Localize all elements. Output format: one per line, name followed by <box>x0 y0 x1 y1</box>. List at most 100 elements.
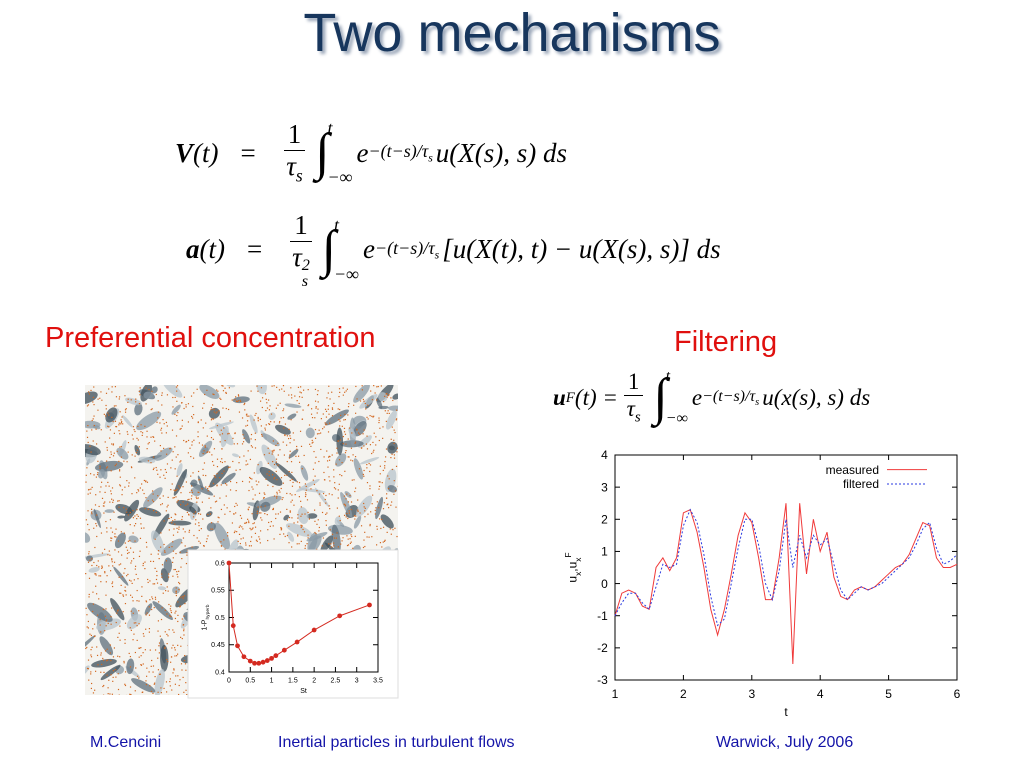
particle <box>125 594 127 596</box>
particle <box>128 551 130 554</box>
particle <box>320 418 322 420</box>
vortex <box>334 516 342 526</box>
particle <box>305 485 307 488</box>
particle <box>109 429 112 431</box>
particle <box>132 639 134 641</box>
particle <box>179 461 181 463</box>
particle <box>191 546 193 548</box>
particle <box>201 444 204 446</box>
particle <box>350 541 352 543</box>
particle <box>378 439 380 442</box>
particle <box>103 512 105 514</box>
particle <box>136 518 138 520</box>
vortex <box>99 636 114 656</box>
particle <box>326 450 328 452</box>
particle <box>382 541 384 543</box>
particle <box>90 682 93 685</box>
particle <box>91 646 93 648</box>
vortex <box>287 413 297 420</box>
particle <box>382 508 385 510</box>
particle <box>137 515 139 517</box>
eq-num: 1 <box>290 210 312 242</box>
particle <box>164 477 166 479</box>
particle <box>119 469 121 471</box>
particle <box>231 522 234 524</box>
particle <box>140 647 142 649</box>
particle <box>229 489 232 491</box>
particle <box>317 519 319 521</box>
particle <box>168 629 170 631</box>
data-point <box>311 627 317 633</box>
eq-lower: −∞ <box>333 263 359 284</box>
particle <box>288 542 290 544</box>
particle <box>247 463 249 465</box>
particle <box>180 645 182 647</box>
particle <box>175 496 177 498</box>
particle <box>221 472 223 475</box>
particle <box>88 679 90 681</box>
vortex <box>176 463 183 477</box>
particle <box>349 427 351 429</box>
particle <box>279 533 281 535</box>
particle <box>178 528 180 530</box>
particle <box>191 489 193 491</box>
particle <box>122 594 124 596</box>
particle <box>130 399 132 401</box>
particle <box>106 531 108 533</box>
particle <box>161 607 163 609</box>
particle <box>86 646 88 649</box>
particle <box>151 659 153 662</box>
particle <box>118 424 120 426</box>
particle <box>147 581 149 584</box>
particle <box>159 635 161 637</box>
particle <box>385 497 388 499</box>
particle <box>233 513 235 515</box>
particle <box>89 492 91 494</box>
particle <box>237 540 239 543</box>
particle <box>154 598 157 600</box>
particle <box>100 652 102 654</box>
particle <box>155 511 157 514</box>
particle <box>139 487 141 489</box>
particle <box>326 397 328 399</box>
particle <box>213 408 215 411</box>
particle <box>207 535 209 537</box>
particle <box>161 573 163 575</box>
particle <box>216 458 219 460</box>
particle <box>158 652 160 654</box>
eq-sign: = <box>240 137 256 168</box>
particle <box>364 510 366 512</box>
particle <box>134 522 137 525</box>
particle <box>118 460 120 463</box>
particle <box>319 504 321 506</box>
particle <box>307 511 309 514</box>
particle <box>110 451 112 453</box>
particle <box>259 400 262 402</box>
particle <box>372 416 374 418</box>
particle <box>188 498 190 500</box>
vortex <box>359 394 378 409</box>
particle <box>370 390 372 392</box>
particle <box>112 680 114 682</box>
particle <box>157 553 159 555</box>
particle <box>336 447 338 449</box>
particle <box>385 456 387 458</box>
eq-lhs: a <box>186 234 200 265</box>
particle <box>384 465 386 467</box>
particle <box>171 546 173 548</box>
particle <box>179 679 181 681</box>
particle <box>85 474 87 476</box>
particle <box>120 592 122 594</box>
particle <box>272 485 274 488</box>
particle <box>170 661 172 663</box>
particle <box>177 531 179 533</box>
particle <box>246 420 249 422</box>
x-tick-label: 5 <box>885 687 892 701</box>
particle <box>312 441 314 443</box>
vortex <box>113 566 129 586</box>
particle <box>87 627 89 629</box>
particle <box>99 619 101 621</box>
vortex <box>284 403 302 408</box>
particle <box>233 443 235 445</box>
particle <box>320 448 322 451</box>
